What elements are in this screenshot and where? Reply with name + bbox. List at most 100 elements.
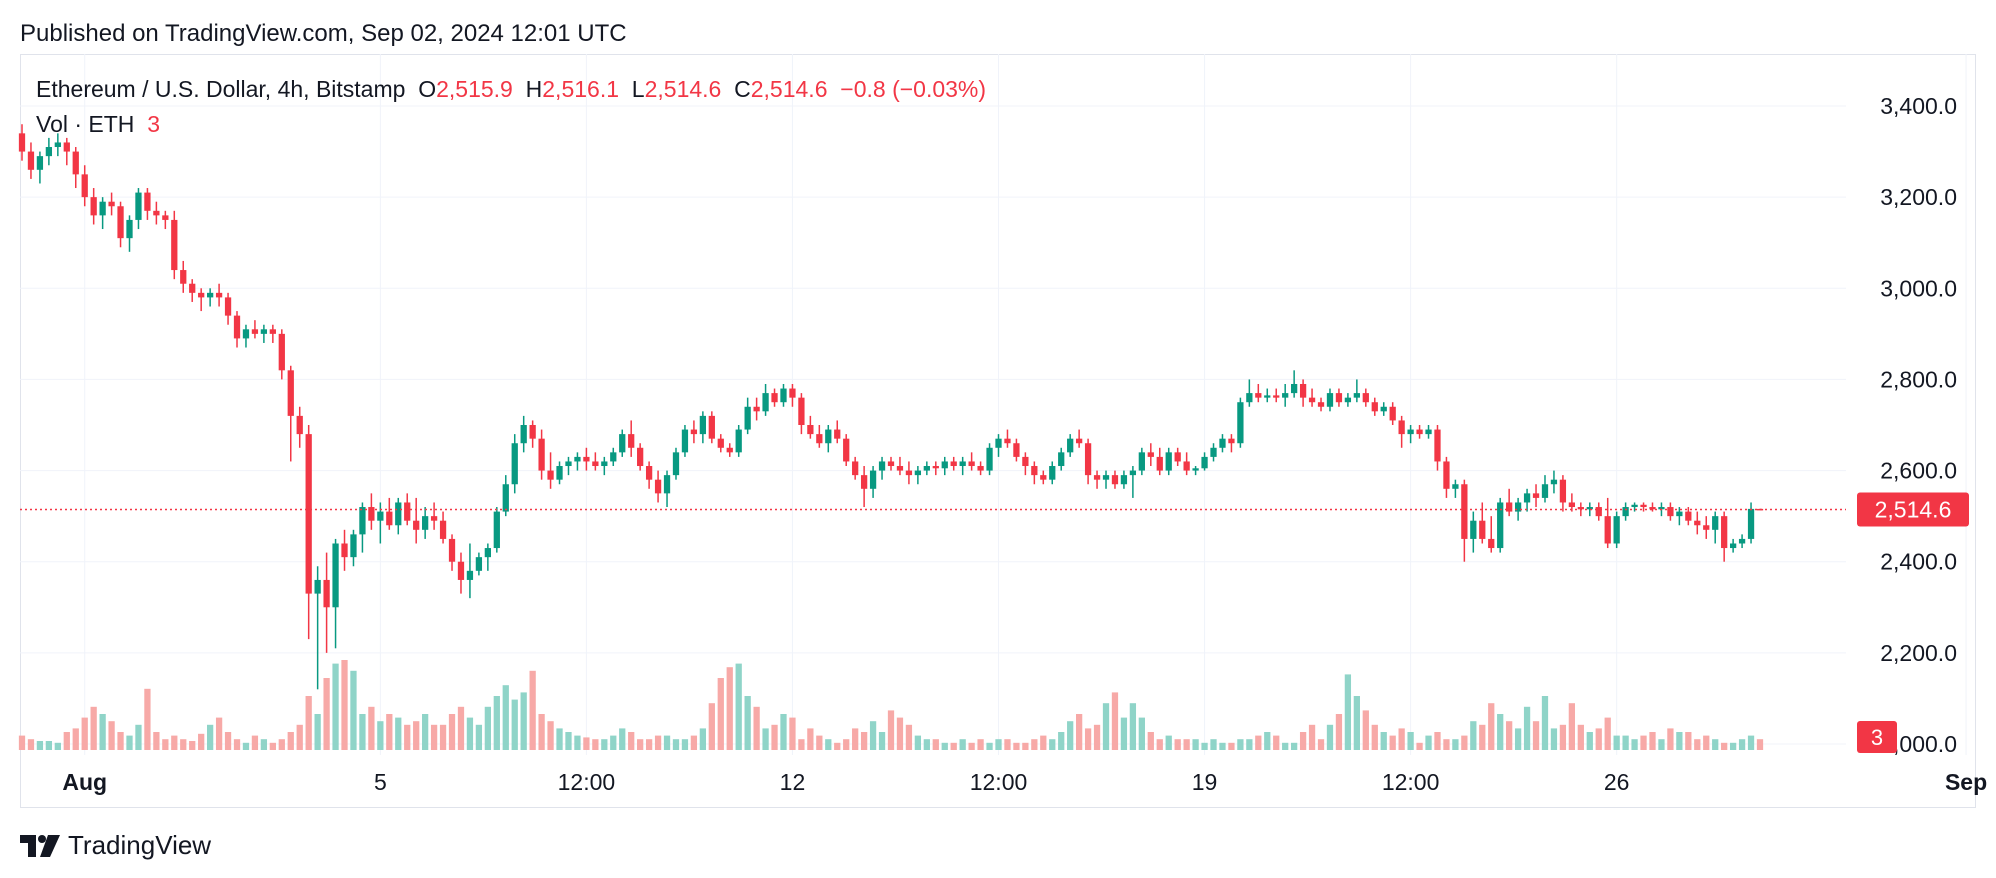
published-header: Published on TradingView.com, Sep 02, 20… — [20, 20, 627, 47]
candle-body — [422, 516, 429, 530]
volume-bar — [475, 724, 483, 750]
candle-body — [619, 434, 626, 453]
volume-bar — [1667, 728, 1674, 750]
candle-body — [995, 438, 1002, 448]
volume-bar — [896, 717, 904, 750]
volume-bar — [180, 739, 187, 750]
volume-bar — [753, 706, 760, 750]
candle-body — [1049, 466, 1056, 480]
volume-bar — [1756, 739, 1764, 750]
volume-bar — [1058, 732, 1065, 750]
volume-bar — [1201, 742, 1208, 750]
volume-bar — [63, 732, 70, 750]
high-value: 2,516.1 — [542, 76, 620, 102]
candle-body — [242, 329, 250, 339]
candle-body — [189, 283, 196, 293]
candle-body — [1443, 461, 1450, 489]
candle-body — [1416, 429, 1423, 435]
candle-body — [1559, 479, 1567, 503]
tradingview-brand[interactable]: TradingView — [20, 830, 211, 861]
volume-bar — [583, 737, 590, 750]
volume-bar — [1577, 724, 1584, 750]
candle-body — [1380, 406, 1387, 412]
time-tick-label: 26 — [1604, 769, 1630, 795]
volume-bar — [1273, 735, 1280, 750]
candle-body — [269, 329, 276, 334]
volume-bar — [1165, 735, 1172, 750]
candle-body — [1075, 438, 1083, 444]
candle-body — [296, 415, 303, 435]
candle-body — [27, 151, 35, 170]
high-label: H — [525, 76, 543, 102]
volume-bar — [968, 742, 975, 750]
candle-body — [1649, 507, 1656, 510]
volume-bar — [269, 742, 276, 750]
chart-frame[interactable] — [20, 54, 1976, 808]
time-tick-label: 12 — [780, 769, 806, 795]
volume-bar — [359, 714, 366, 750]
volume-bar — [377, 721, 384, 750]
candle-body — [1299, 383, 1307, 398]
volume-bar — [816, 735, 823, 750]
volume-bar — [1622, 735, 1629, 750]
price-tick-label: 2,800.0 — [1880, 366, 1957, 392]
ohlc-legend[interactable]: Ethereum / U.S. Dollar, 4h, Bitstamp O2,… — [36, 76, 986, 103]
volume-bar — [637, 739, 644, 750]
last-price-label: 2,514.6 — [1875, 496, 1952, 522]
candle-body — [341, 543, 348, 558]
price-tick-label: 2,200.0 — [1880, 640, 1957, 666]
candle-body — [1273, 395, 1280, 398]
candle-body — [1577, 507, 1584, 510]
volume-bar — [735, 663, 742, 750]
candle-body — [780, 388, 787, 403]
volume-bar — [368, 706, 375, 750]
volume-bar — [1129, 703, 1137, 750]
candle-body — [404, 502, 411, 521]
volume-bar — [1335, 714, 1343, 750]
candle-body — [923, 466, 930, 471]
candle-body — [1228, 438, 1235, 444]
candle-body — [1541, 484, 1549, 498]
volume-bar — [430, 724, 438, 750]
volume-bar — [323, 678, 330, 750]
volume-bar — [126, 735, 133, 750]
candle-body — [977, 466, 984, 471]
candle-body — [1102, 475, 1110, 480]
candle-body — [493, 511, 500, 549]
volume-bar — [153, 732, 160, 750]
candle-body — [18, 133, 26, 152]
volume-bar — [869, 721, 877, 750]
candle-body — [260, 329, 268, 334]
candle-body — [556, 466, 563, 480]
volume-bar — [287, 732, 294, 750]
volume-bar — [1049, 739, 1056, 750]
candle-body — [332, 543, 339, 608]
candle-body — [1255, 393, 1262, 398]
grid-lines — [20, 54, 1967, 755]
candle-body — [1470, 520, 1477, 539]
candle-body — [1201, 456, 1208, 469]
volume-bar — [242, 742, 250, 750]
last-price-badge — [1857, 492, 1969, 527]
candle-body — [1165, 452, 1172, 471]
candle-body — [1712, 516, 1719, 530]
volume-bar — [1461, 735, 1468, 750]
volume-bar — [1488, 703, 1495, 750]
volume-legend[interactable]: Vol · ETH 3 — [36, 111, 160, 138]
time-tick-label: Aug — [62, 769, 107, 795]
candle-body — [610, 452, 617, 462]
volume-bar — [189, 741, 196, 750]
volume-bar — [1192, 739, 1199, 750]
volume-bar — [350, 670, 357, 750]
low-value: 2,514.6 — [644, 76, 722, 102]
symbol-label[interactable]: Ethereum / U.S. Dollar, 4h, Bitstamp — [36, 76, 406, 102]
price-tick-label: 3,000.0 — [1880, 275, 1957, 301]
candle-body — [1514, 502, 1522, 512]
candle-body — [1506, 502, 1513, 512]
volume-bar — [206, 724, 214, 750]
candle-body — [1183, 461, 1190, 471]
volume-bar — [1013, 742, 1020, 750]
candle-body — [278, 333, 285, 371]
candle-body — [314, 579, 321, 594]
